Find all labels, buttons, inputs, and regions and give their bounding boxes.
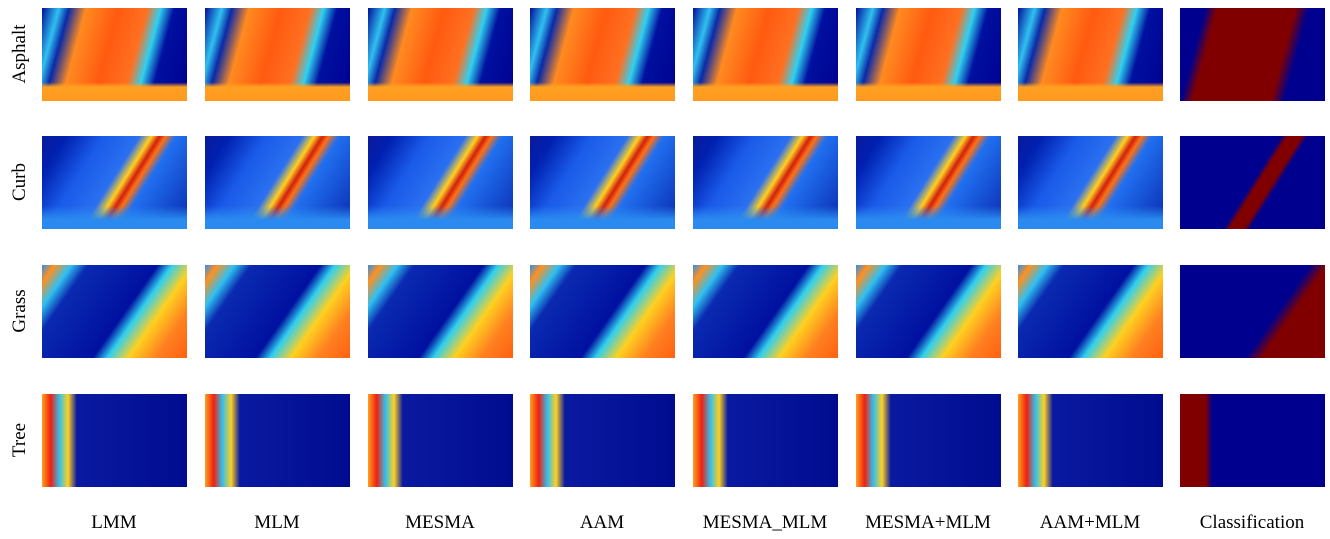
abundance-map (368, 8, 513, 101)
abundance-map (368, 394, 513, 487)
column-label: MLM (197, 512, 357, 534)
abundance-map (205, 394, 350, 487)
abundance-map (368, 136, 513, 229)
abundance-map (1018, 265, 1163, 358)
abundance-map (693, 394, 838, 487)
abundance-map (42, 8, 187, 101)
abundance-map (205, 136, 350, 229)
abundance-map (1018, 8, 1163, 101)
column-label: MESMA_MLM (685, 512, 845, 534)
abundance-map (856, 8, 1001, 101)
abundance-map (693, 8, 838, 101)
column-label: LMM (34, 512, 194, 534)
abundance-map (42, 265, 187, 358)
column-label: MESMA+MLM (848, 512, 1008, 534)
abundance-map (1180, 394, 1325, 487)
figure: Asphalt Curb Grass Tree LMMMLMMESMAAAMMESMA_… (0, 0, 1330, 539)
row-label: Asphalt (9, 24, 31, 83)
row-label: Grass (9, 289, 31, 332)
abundance-map (1180, 265, 1325, 358)
column-label: Classification (1172, 512, 1330, 534)
abundance-map (42, 136, 187, 229)
column-label: AAM+MLM (1010, 512, 1170, 534)
row-label: Tree (9, 423, 31, 457)
abundance-map (205, 8, 350, 101)
abundance-map (856, 394, 1001, 487)
abundance-map (205, 265, 350, 358)
row-label: Curb (9, 163, 31, 201)
abundance-map (693, 136, 838, 229)
abundance-map (1180, 136, 1325, 229)
abundance-map (693, 265, 838, 358)
abundance-map (1180, 8, 1325, 101)
abundance-map (42, 394, 187, 487)
abundance-map (856, 136, 1001, 229)
abundance-map (530, 265, 675, 358)
abundance-map (1018, 136, 1163, 229)
column-label: MESMA (360, 512, 520, 534)
abundance-map (530, 8, 675, 101)
abundance-map (530, 136, 675, 229)
abundance-map (530, 394, 675, 487)
abundance-map (856, 265, 1001, 358)
column-label: AAM (522, 512, 682, 534)
abundance-map (368, 265, 513, 358)
abundance-map (1018, 394, 1163, 487)
